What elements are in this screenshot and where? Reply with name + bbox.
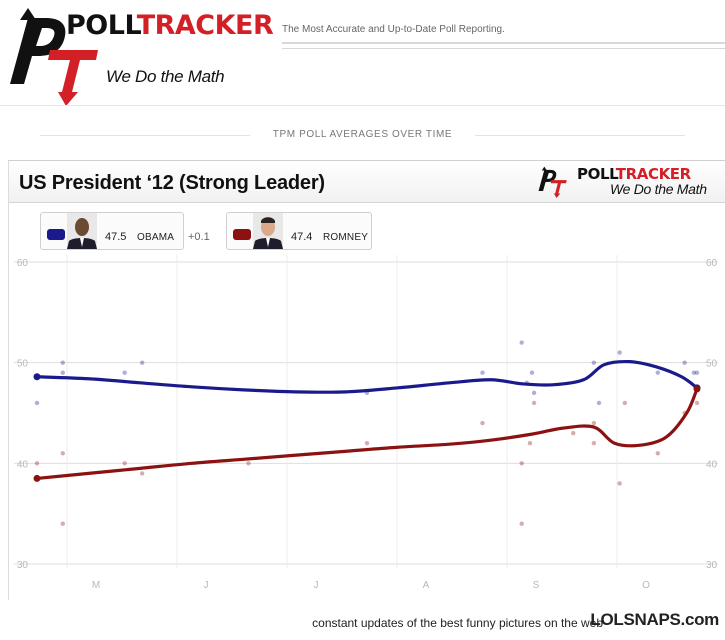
legend-romney[interactable]: 47.4 ROMNEY bbox=[226, 212, 372, 250]
obama-poll-point bbox=[591, 360, 597, 365]
y-tick-label-right: 30 bbox=[706, 560, 718, 571]
brand-poll: POLL bbox=[66, 10, 137, 41]
header-divider-thin bbox=[282, 48, 725, 49]
obama-swatch bbox=[47, 229, 65, 240]
obama-poll-point bbox=[694, 370, 700, 375]
obama-poll-point bbox=[691, 370, 697, 375]
y-tick-label: 30 bbox=[17, 560, 29, 571]
romney-poll-point bbox=[531, 400, 537, 406]
slogan: We Do the Math bbox=[106, 67, 225, 86]
footer-site-link[interactable]: LOLSNAPS.com bbox=[590, 610, 719, 629]
legend-obama[interactable]: 47.5 OBAMA bbox=[40, 212, 184, 250]
obama-poll-point bbox=[60, 370, 65, 375]
y-tick-label-right: 50 bbox=[706, 359, 718, 370]
romney-poll-point bbox=[364, 441, 370, 446]
obama-poll-point bbox=[480, 370, 485, 375]
mini-slogan: We Do the Math bbox=[610, 181, 707, 197]
romney-poll-point bbox=[139, 471, 145, 476]
brand-tracker: TRACKER bbox=[136, 10, 274, 41]
x-tick-label: S bbox=[533, 580, 540, 591]
polltracker-logo-icon bbox=[10, 8, 98, 106]
romney-poll-point bbox=[571, 430, 576, 436]
romney-poll-point bbox=[519, 461, 524, 466]
obama-poll-point bbox=[60, 360, 65, 365]
romney-name: ROMNEY bbox=[323, 232, 369, 243]
romney-poll-point bbox=[122, 461, 127, 466]
romney-poll-point bbox=[60, 521, 65, 526]
romney-swatch bbox=[233, 229, 251, 240]
x-tick-label: J bbox=[204, 580, 209, 591]
romney-start-dot bbox=[33, 474, 41, 482]
y-tick-label-right: 60 bbox=[706, 258, 718, 269]
romney-avatar-icon bbox=[253, 213, 283, 249]
obama-poll-point bbox=[531, 390, 537, 396]
mini-brand-poll: POLL bbox=[577, 165, 616, 183]
obama-poll-point bbox=[34, 400, 40, 406]
header-divider bbox=[282, 42, 725, 44]
romney-poll-point bbox=[519, 521, 524, 526]
obama-poll-point bbox=[519, 340, 524, 345]
y-tick-label-right: 40 bbox=[706, 459, 718, 470]
romney-poll-point bbox=[617, 481, 622, 486]
romney-value: 47.4 bbox=[291, 231, 313, 243]
romney-poll-point bbox=[480, 420, 485, 426]
mini-brand-name: POLLTRACKER bbox=[577, 165, 691, 183]
obama-poll-point bbox=[682, 360, 687, 365]
x-tick-label: A bbox=[423, 580, 430, 591]
section-title: TPM POLL AVERAGES OVER TIME bbox=[0, 129, 725, 140]
x-tick-label: M bbox=[92, 580, 100, 591]
obama-poll-point bbox=[122, 370, 127, 375]
obama-name: OBAMA bbox=[137, 232, 175, 243]
obama-poll-point bbox=[617, 350, 622, 355]
romney-poll-point bbox=[60, 451, 65, 456]
romney-poll-point bbox=[591, 420, 597, 426]
romney-end-dot bbox=[693, 385, 701, 393]
footer: constant updates of the best funny pictu… bbox=[0, 602, 725, 640]
mini-brand-tracker: TRACKER bbox=[615, 165, 691, 183]
footer-text: constant updates of the best funny pictu… bbox=[312, 616, 603, 630]
obama-poll-point bbox=[596, 400, 602, 406]
obama-trend-line bbox=[35, 359, 699, 394]
romney-poll-point bbox=[622, 400, 628, 406]
tagline: The Most Accurate and Up-to-Date Poll Re… bbox=[282, 24, 505, 35]
chart-panel-header: US President ‘12 (Strong Leader) POLLTRA… bbox=[9, 161, 725, 203]
lead-difference: +0.1 bbox=[188, 231, 210, 243]
y-tick-label: 40 bbox=[17, 459, 29, 470]
header-rule bbox=[0, 105, 725, 106]
y-tick-label: 60 bbox=[17, 258, 29, 269]
x-tick-label: J bbox=[314, 580, 319, 591]
romney-poll-point bbox=[591, 441, 597, 446]
x-tick-label: O bbox=[642, 580, 650, 591]
polltracker-mini-logo-icon bbox=[538, 166, 567, 198]
obama-avatar-icon bbox=[67, 213, 97, 249]
obama-start-dot bbox=[33, 373, 41, 381]
romney-poll-point bbox=[694, 400, 700, 406]
brand-name: POLLTRACKER bbox=[66, 10, 274, 41]
obama-poll-point bbox=[529, 370, 535, 375]
romney-poll-point bbox=[655, 451, 661, 456]
obama-poll-point bbox=[655, 370, 661, 375]
romney-poll-point bbox=[527, 441, 533, 446]
site-header: POLLTRACKER The Most Accurate and Up-to-… bbox=[0, 0, 725, 112]
y-tick-label: 50 bbox=[17, 359, 29, 370]
romney-trend-line bbox=[35, 387, 699, 481]
chart-title: US President ‘12 (Strong Leader) bbox=[19, 172, 325, 194]
romney-poll-point bbox=[246, 461, 251, 466]
romney-poll-point bbox=[34, 461, 40, 466]
obama-poll-point bbox=[139, 360, 145, 365]
obama-value: 47.5 bbox=[105, 231, 127, 243]
